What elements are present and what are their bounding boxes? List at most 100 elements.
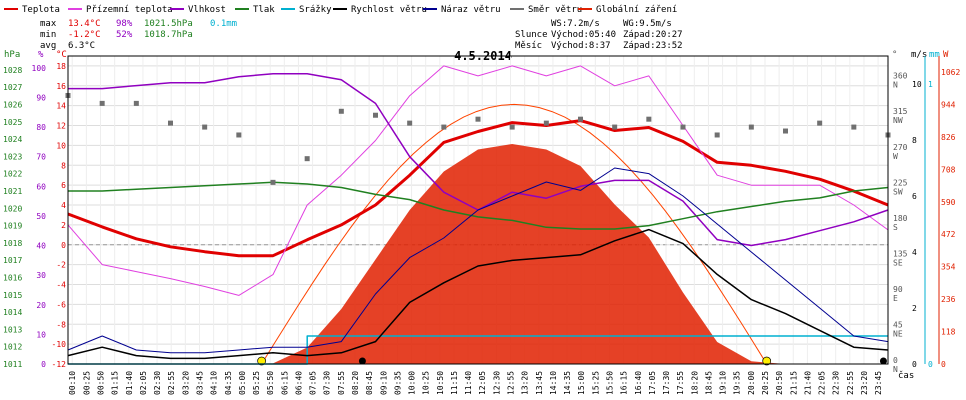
x-tick-label: 03:45: [195, 371, 204, 395]
axis-units: hPa % °C ° m/s mm W čas: [4, 50, 949, 381]
stat-moon-label: Měsíc: [515, 41, 542, 51]
direction-point: [99, 100, 105, 106]
direction-tick-label: 315: [893, 107, 908, 116]
x-tick-label: 09:10: [379, 371, 388, 395]
x-tick-label: 06:15: [280, 371, 289, 395]
x-tick-label: 01:40: [125, 371, 134, 395]
x-tick-label: 05:25: [252, 371, 261, 395]
direction-compass-label: N: [893, 365, 898, 374]
x-tick-label: 23:45: [874, 371, 883, 395]
humidity-tick-label: 10: [36, 330, 46, 339]
temp-tick-label: -6: [56, 300, 66, 309]
x-tick-label: 18:20: [690, 371, 699, 395]
pressure-tick-label: 1024: [3, 135, 22, 144]
wind-tick-label: 10: [912, 80, 922, 89]
x-tick-label: 07:55: [337, 371, 346, 395]
stat-max-rh: 98%: [116, 19, 133, 29]
x-tick-label: 05:00: [238, 371, 247, 395]
stat-min-pressure: 1018.7hPa: [144, 30, 193, 40]
direction-compass-label: N: [893, 81, 898, 90]
x-tick-label: 22:55: [846, 371, 855, 395]
x-tick-label: 21:40: [803, 371, 812, 395]
direction-point: [748, 124, 754, 130]
clear-sky-curve: [261, 103, 768, 365]
pressure-tick-label: 1021: [3, 187, 22, 196]
pressure-tick-label: 1025: [3, 118, 22, 127]
x-tick-label: 14:10: [549, 371, 558, 395]
series-line-pressure: [68, 181, 889, 230]
direction-point: [441, 124, 447, 130]
direction-tick-label: 0: [893, 356, 898, 365]
x-tick-label: 02:30: [153, 371, 162, 395]
radiation-layer: [68, 103, 888, 366]
direction-point: [168, 120, 173, 126]
rain-tick-label: 0: [928, 360, 933, 369]
x-tick-label: 10:25: [422, 371, 431, 395]
legend-label: Teplota: [22, 5, 60, 15]
temp-tick-label: -10: [52, 340, 67, 349]
direction-point: [543, 120, 549, 126]
pressure-tick-label: 1012: [3, 343, 22, 352]
temp-tick-label: -4: [56, 281, 66, 290]
x-tick-label: 12:30: [492, 371, 501, 395]
radiation-tick-label: 944: [941, 100, 956, 109]
radiation-tick-label: 118: [941, 328, 956, 337]
direction-tick-label: 225: [893, 178, 908, 187]
stat-max-rain: 0.1mm: [210, 19, 237, 29]
direction-tick-label: 360: [893, 72, 908, 81]
legend-label: Přízemní teplota: [86, 5, 173, 15]
x-tick-label: 13:20: [521, 371, 530, 395]
stat-sun-label: Slunce: [515, 30, 548, 40]
x-tick-label: 22:30: [832, 371, 841, 395]
temp-tick-label: -2: [56, 261, 66, 270]
radiation-area: [68, 144, 888, 364]
x-tick-label: 16:40: [634, 371, 643, 395]
radiation-tick-label: 708: [941, 165, 956, 174]
x-tick-label: 12:55: [507, 371, 516, 395]
series-lines: [67, 65, 889, 365]
x-tick-label: 10:00: [408, 371, 417, 395]
stat-wind-speed: WS:7.2m/s: [551, 19, 600, 29]
x-tick-label: 07:05: [309, 371, 318, 395]
direction-point: [304, 156, 310, 162]
x-tick-label: 09:35: [393, 371, 402, 395]
x-tick-label: 20:25: [761, 371, 770, 395]
x-tick-label: 20:00: [747, 371, 756, 395]
temp-tick-label: 16: [56, 82, 66, 91]
direction-point: [817, 120, 823, 126]
unit-rain: mm: [929, 50, 940, 60]
legend-label: Srážky: [299, 5, 332, 15]
wind-tick-label: 6: [912, 192, 917, 201]
pressure-tick-label: 1028: [3, 66, 22, 75]
temp-tick-label: 10: [56, 141, 66, 150]
direction-point: [783, 128, 788, 134]
direction-tick-label: 90: [893, 285, 903, 294]
wind-tick-label: 8: [912, 136, 917, 145]
humidity-tick-label: 40: [36, 242, 46, 251]
x-tick-label: 15:25: [591, 371, 600, 395]
x-tick-label: 00:50: [97, 371, 106, 395]
legend-label: Náraz větru: [441, 5, 501, 15]
pressure-tick-label: 1016: [3, 273, 22, 282]
humidity-tick-label: 50: [36, 212, 46, 221]
pressure-tick-label: 1013: [3, 325, 22, 334]
x-tick-label: 00:10: [68, 371, 77, 395]
pressure-tick-label: 1017: [3, 256, 22, 265]
unit-wind: m/s: [911, 50, 927, 60]
x-tick-label: 02:55: [167, 371, 176, 395]
x-tick-label: 02:05: [139, 371, 148, 395]
x-tick-label: 14:35: [563, 371, 572, 395]
temp-tick-label: 12: [56, 122, 66, 131]
radiation-tick-label: 826: [941, 133, 956, 142]
x-tick-label: 08:20: [351, 371, 360, 395]
pressure-tick-label: 1022: [3, 170, 22, 179]
series-line-ground: [67, 65, 889, 296]
x-tick-label: 10:50: [436, 371, 445, 395]
pressure-tick-label: 1015: [3, 291, 22, 300]
x-tick-label: 13:45: [535, 371, 544, 395]
direction-compass-label: SW: [893, 187, 903, 196]
series-line-gust: [67, 167, 889, 354]
direction-point: [338, 108, 344, 114]
x-tick-label: 21:15: [789, 371, 798, 395]
